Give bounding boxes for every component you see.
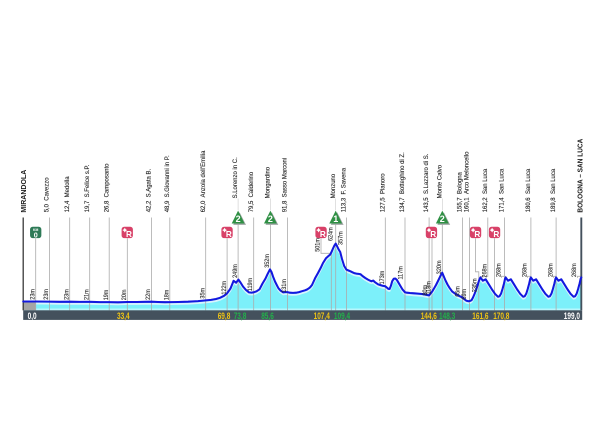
svg-text:180,6 San Luca: 180,6 San Luca <box>525 168 532 212</box>
svg-text:42,2 S.Agata B.: 42,2 S.Agata B. <box>145 169 152 213</box>
svg-text:107,4: 107,4 <box>314 311 331 321</box>
svg-text:69,8: 69,8 <box>218 311 231 321</box>
svg-text:21m: 21m <box>84 289 90 300</box>
svg-text:173m: 173m <box>380 271 386 285</box>
svg-text:18m: 18m <box>164 289 170 300</box>
svg-text:144,6: 144,6 <box>421 311 438 321</box>
svg-text:85,6: 85,6 <box>261 311 274 321</box>
svg-text:R: R <box>493 230 499 239</box>
svg-text:23m: 23m <box>44 289 50 300</box>
svg-text:23m: 23m <box>30 289 36 300</box>
svg-text:189,8 San Luca: 189,8 San Luca <box>550 168 557 212</box>
svg-text:23m: 23m <box>64 289 70 300</box>
svg-text:R: R <box>474 230 480 239</box>
svg-text:26,8 Camposanto: 26,8 Camposanto <box>103 163 110 212</box>
svg-text:2: 2 <box>440 214 445 224</box>
svg-text:131m: 131m <box>282 279 288 293</box>
svg-text:320m: 320m <box>437 260 443 274</box>
svg-text:155,7 Bologna: 155,7 Bologna <box>457 172 464 213</box>
svg-text:122m: 122m <box>222 281 228 295</box>
svg-text:69m: 69m <box>462 289 468 300</box>
svg-text:65m: 65m <box>455 286 461 297</box>
svg-text:268m: 268m <box>572 263 578 277</box>
svg-text:1: 1 <box>333 214 338 224</box>
svg-text:268m: 268m <box>496 263 502 277</box>
svg-text:352m: 352m <box>265 254 271 268</box>
svg-text:Monte Calvo: Monte Calvo <box>436 164 443 198</box>
svg-text:268m: 268m <box>522 263 528 277</box>
svg-text:91,8 Sasso Marconi: 91,8 Sasso Marconi <box>281 158 288 212</box>
svg-text:62,0 Anzola dell’Emilia: 62,0 Anzola dell’Emilia <box>200 150 207 212</box>
svg-text:79,5 Calderino: 79,5 Calderino <box>248 171 255 212</box>
svg-text:33,4: 33,4 <box>117 311 130 321</box>
svg-text:12,4 Medolla: 12,4 Medolla <box>64 176 71 212</box>
svg-text:22m: 22m <box>146 289 152 300</box>
svg-text:127,5 Pianoro: 127,5 Pianoro <box>379 173 386 212</box>
svg-text:20m: 20m <box>122 289 128 300</box>
svg-text:35m: 35m <box>200 288 206 299</box>
svg-text:357m: 357m <box>338 231 344 245</box>
svg-text:117m: 117m <box>398 266 404 279</box>
svg-text:R: R <box>320 230 326 239</box>
svg-text:143,5 S.Lazzaro di S.: 143,5 S.Lazzaro di S. <box>423 153 430 212</box>
svg-text:19,7 S.Felice s.P.: 19,7 S.Felice s.P. <box>84 164 91 212</box>
svg-text:162,2 San Luca: 162,2 San Luca <box>482 168 489 212</box>
svg-text:199,0: 199,0 <box>564 311 581 321</box>
svg-text:624m: 624m <box>328 227 334 241</box>
svg-text:2: 2 <box>236 214 241 224</box>
svg-text:Mongardino: Mongardino <box>264 166 271 198</box>
svg-text:118m: 118m <box>426 281 432 294</box>
svg-text:0,0: 0,0 <box>28 311 38 321</box>
svg-text:171,4 San Luca: 171,4 San Luca <box>498 168 505 212</box>
svg-text:R: R <box>126 230 132 239</box>
svg-text:MIRANDOLA: MIRANDOLA <box>19 169 28 213</box>
svg-text:501m: 501m <box>315 238 321 252</box>
svg-text:BOLOGNA – SAN LUCA: BOLOGNA – SAN LUCA <box>577 139 584 213</box>
svg-text:109,4: 109,4 <box>334 311 351 321</box>
svg-text:161,6: 161,6 <box>472 311 489 321</box>
svg-text:48,9 S.Giovanni in P.: 48,9 S.Giovanni in P. <box>164 155 171 212</box>
svg-text:268m: 268m <box>482 264 488 278</box>
svg-text:148,3: 148,3 <box>439 311 456 321</box>
svg-text:0: 0 <box>34 230 38 239</box>
svg-text:73,8: 73,8 <box>234 311 247 321</box>
svg-text:2: 2 <box>268 214 273 224</box>
svg-text:R: R <box>430 230 436 239</box>
svg-text:249m: 249m <box>233 264 239 278</box>
svg-text:170,8: 170,8 <box>493 311 510 321</box>
svg-text:113,3 F. Savena: 113,3 F. Savena <box>340 167 347 212</box>
svg-text:235m: 235m <box>472 278 478 292</box>
svg-text:5,0 Cavezzo: 5,0 Cavezzo <box>43 177 50 212</box>
svg-text:S.Lorenzo in C.: S.Lorenzo in C. <box>232 157 239 198</box>
svg-text:134,7 Botteghino di Z.: 134,7 Botteghino di Z. <box>399 152 406 212</box>
svg-text:268m: 268m <box>548 263 554 277</box>
svg-text:Monzuno: Monzuno <box>330 173 337 198</box>
svg-text:160,1 Arco Meloncello: 160,1 Arco Meloncello <box>463 151 470 212</box>
svg-text:80m: 80m <box>423 285 429 296</box>
svg-text:KM: KM <box>33 228 38 232</box>
svg-text:119m: 119m <box>248 278 254 291</box>
svg-text:19m: 19m <box>104 289 110 300</box>
svg-text:R: R <box>226 230 232 239</box>
